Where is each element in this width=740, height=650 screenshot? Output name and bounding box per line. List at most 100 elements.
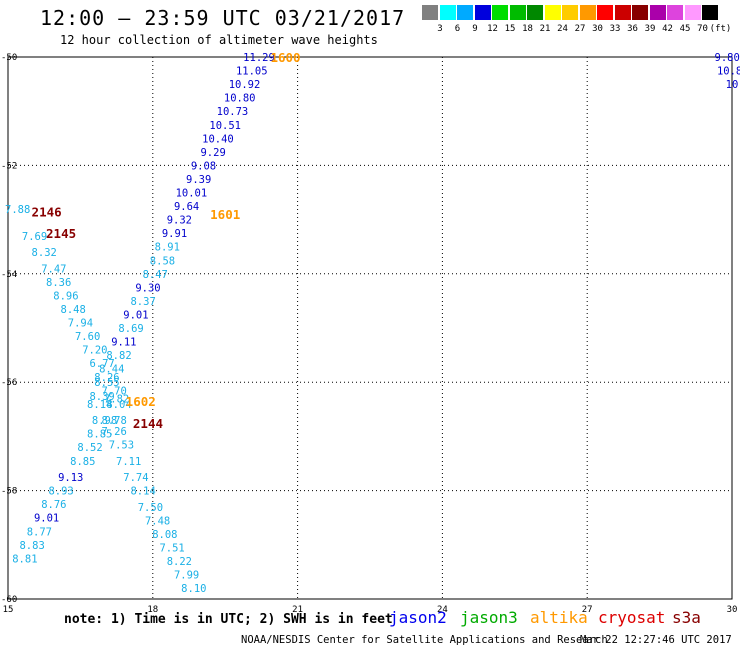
legend-bin-label: 45 — [679, 24, 691, 34]
swh-value-label: 7.74 — [123, 472, 148, 484]
swh-value-label: 10.8 — [717, 66, 740, 78]
legend-swatch — [474, 5, 492, 20]
x-tick-label: 15 — [3, 605, 14, 615]
swh-value-label: 8.37 — [130, 296, 155, 308]
chart-subtitle: 12 hour collection of altimeter wave hei… — [60, 33, 378, 47]
satellite-jason2: jason2 — [389, 608, 447, 627]
swh-value-label: 9.01 — [123, 309, 148, 321]
time-label: 1601 — [210, 207, 240, 222]
swh-value-label: 9.13 — [58, 472, 83, 484]
swh-value-label: 10.01 — [176, 188, 208, 200]
swh-value-label: 9.30 — [135, 282, 160, 294]
swh-value-label: 8.14 — [130, 486, 155, 498]
x-tick-label: 30 — [727, 605, 738, 615]
legend-swatch — [632, 5, 649, 20]
swh-value-label: 8.14 — [87, 399, 112, 411]
swh-value-label: 7.70 — [102, 385, 127, 397]
swh-value-label: 8.85 — [70, 456, 95, 468]
swh-value-label: 8.98 — [92, 415, 117, 427]
satellite-cryosat: cryosat — [598, 608, 666, 627]
y-tick-label: -52 — [1, 161, 17, 171]
legend-swatch — [562, 5, 579, 20]
legend-swatch — [527, 5, 544, 20]
swh-value-label: 7.60 — [75, 331, 100, 343]
time-label: 1602 — [126, 394, 156, 409]
swh-value-label: 8.83 — [19, 540, 44, 552]
y-tick-label: -60 — [1, 595, 17, 605]
swh-value-label: 8.52 — [77, 442, 102, 454]
swh-value-label: 7.51 — [159, 543, 184, 555]
legend-swatch — [439, 5, 457, 20]
legend-bin-label: 12 — [487, 24, 498, 34]
legend-swatch — [457, 5, 474, 20]
swh-value-label: 8.96 — [53, 290, 78, 302]
legend-bin-label: 18 — [522, 24, 533, 34]
legend-swatch — [667, 5, 684, 20]
satellite-s3a: s3a — [672, 608, 701, 627]
swh-value-label: 7.26 — [102, 426, 127, 438]
swh-value-label: 10.51 — [209, 120, 241, 132]
swh-value-label: 9.11 — [111, 337, 136, 349]
swh-value-label: 9.91 — [162, 228, 187, 240]
swh-value-label: 7.53 — [109, 440, 134, 452]
swh-value-label: 9.80 — [715, 52, 740, 64]
swh-value-label: 8.48 — [61, 304, 86, 316]
x-tick-label: 18 — [147, 605, 158, 615]
swh-value-label: 11.29 — [243, 52, 275, 64]
legend-bin-label: 3 — [437, 24, 443, 34]
swh-value-label: 6.77 — [89, 358, 114, 370]
swh-value-label: 7.94 — [68, 318, 93, 330]
time-label: 2145 — [46, 226, 76, 241]
credit-line: NOAA/NESDIS Center for Satellite Applica… — [241, 634, 608, 646]
swh-value-label: 8.47 — [143, 269, 168, 281]
swh-value-label: 9.29 — [200, 147, 225, 159]
swh-value-label: 9.01 — [34, 513, 59, 525]
legend-swatch — [649, 5, 667, 20]
swh-value-label: 8.78 — [102, 415, 127, 427]
y-tick-label: -58 — [1, 487, 17, 497]
legend-swatch — [684, 5, 702, 20]
legend-bin-label: 70 — [697, 24, 708, 34]
swh-value-label: 9.64 — [174, 201, 199, 213]
plot-frame — [7, 56, 733, 600]
legend-swatch — [492, 5, 509, 20]
swh-value-label: 8.77 — [27, 526, 52, 538]
legend-unit: (ft) — [709, 24, 732, 34]
time-label: 2144 — [133, 416, 163, 431]
swh-value-label: 8.91 — [155, 242, 180, 254]
swh-value-label: 8.85 — [87, 429, 112, 441]
swh-value-label: 7.50 — [138, 502, 163, 514]
chart-title: 12:00 – 23:59 UTC 03/21/2017 — [40, 6, 406, 30]
swh-value-label: 11.05 — [236, 66, 268, 78]
legend-swatch — [614, 5, 632, 20]
legend-swatch — [509, 5, 527, 20]
swh-value-label: 7.11 — [116, 456, 141, 468]
swh-value-label: 9.32 — [167, 215, 192, 227]
x-tick-label: 24 — [437, 605, 448, 615]
swh-value-label: 8.55 — [94, 377, 119, 389]
swh-value-label: 8.08 — [152, 529, 177, 541]
legend-bin-label: 39 — [644, 24, 656, 34]
swh-value-label: 8.58 — [150, 255, 175, 267]
swh-value-label: 10.73 — [217, 106, 249, 118]
legend-bin-label: 15 — [504, 24, 516, 34]
y-tick-label: -54 — [1, 270, 17, 280]
legend-bin-label: 21 — [539, 24, 551, 34]
swh-value-label: 7.20 — [82, 345, 107, 357]
x-tick-label: 21 — [292, 605, 303, 615]
legend-bin-label: 33 — [609, 24, 621, 34]
legend-swatch — [702, 5, 719, 20]
swh-value-label: 8.26 — [94, 372, 119, 384]
legend-swatch — [579, 5, 597, 20]
swh-value-label: 8.32 — [32, 247, 57, 259]
swh-value-label: 9.39 — [186, 174, 211, 186]
swh-value-label: 8.93 — [48, 486, 73, 498]
swh-value-label: 7.47 — [41, 263, 66, 275]
swh-value-label: 7.99 — [174, 570, 199, 582]
swh-value-label: 8.36 — [46, 277, 71, 289]
swh-value-label: 10 — [726, 79, 739, 91]
swh-value-label: 8.10 — [181, 583, 206, 595]
swh-value-label: 7.82 — [104, 393, 129, 405]
swh-value-label: 9.08 — [191, 160, 216, 172]
